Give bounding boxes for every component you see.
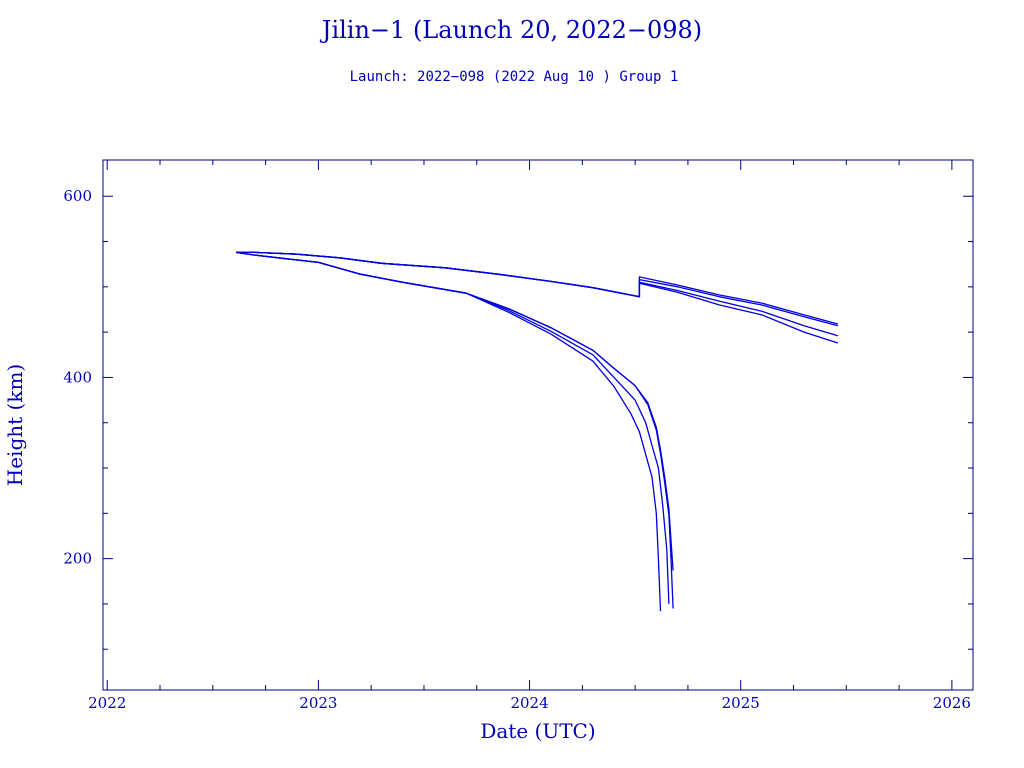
x-tick-label: 2023 <box>299 694 337 712</box>
chart-title: Jilin−1 (Launch 20, 2022−098) <box>319 16 702 44</box>
y-tick-label: 200 <box>63 550 92 568</box>
x-tick-label: 2025 <box>722 694 760 712</box>
x-tick-label: 2022 <box>88 694 126 712</box>
series-line-2 <box>236 251 839 325</box>
series-line-7 <box>235 251 670 604</box>
plot-frame <box>102 159 974 691</box>
series-line-5 <box>235 251 674 571</box>
x-tick-label: 2024 <box>510 694 548 712</box>
x-axis-ticks <box>106 160 953 690</box>
x-axis-label: Date (UTC) <box>480 719 595 743</box>
series-line-8 <box>235 251 662 612</box>
chart-subtitle: Launch: 2022−098 (2022 Aug 10 ) Group 1 <box>350 69 679 85</box>
y-tick-label: 600 <box>63 187 92 205</box>
series-line-4 <box>236 251 839 344</box>
series-layer <box>235 251 839 612</box>
series-line-6 <box>235 251 674 609</box>
y-axis-label: Height (km) <box>3 364 27 486</box>
y-axis-tick-labels: 200 400 600 <box>63 187 92 567</box>
series-line-1 <box>236 251 839 327</box>
y-tick-label: 400 <box>63 368 92 386</box>
x-tick-label: 2026 <box>933 694 971 712</box>
x-axis-tick-labels: 2022 2023 2024 2025 2026 <box>88 694 971 712</box>
y-axis-ticks <box>103 195 973 650</box>
